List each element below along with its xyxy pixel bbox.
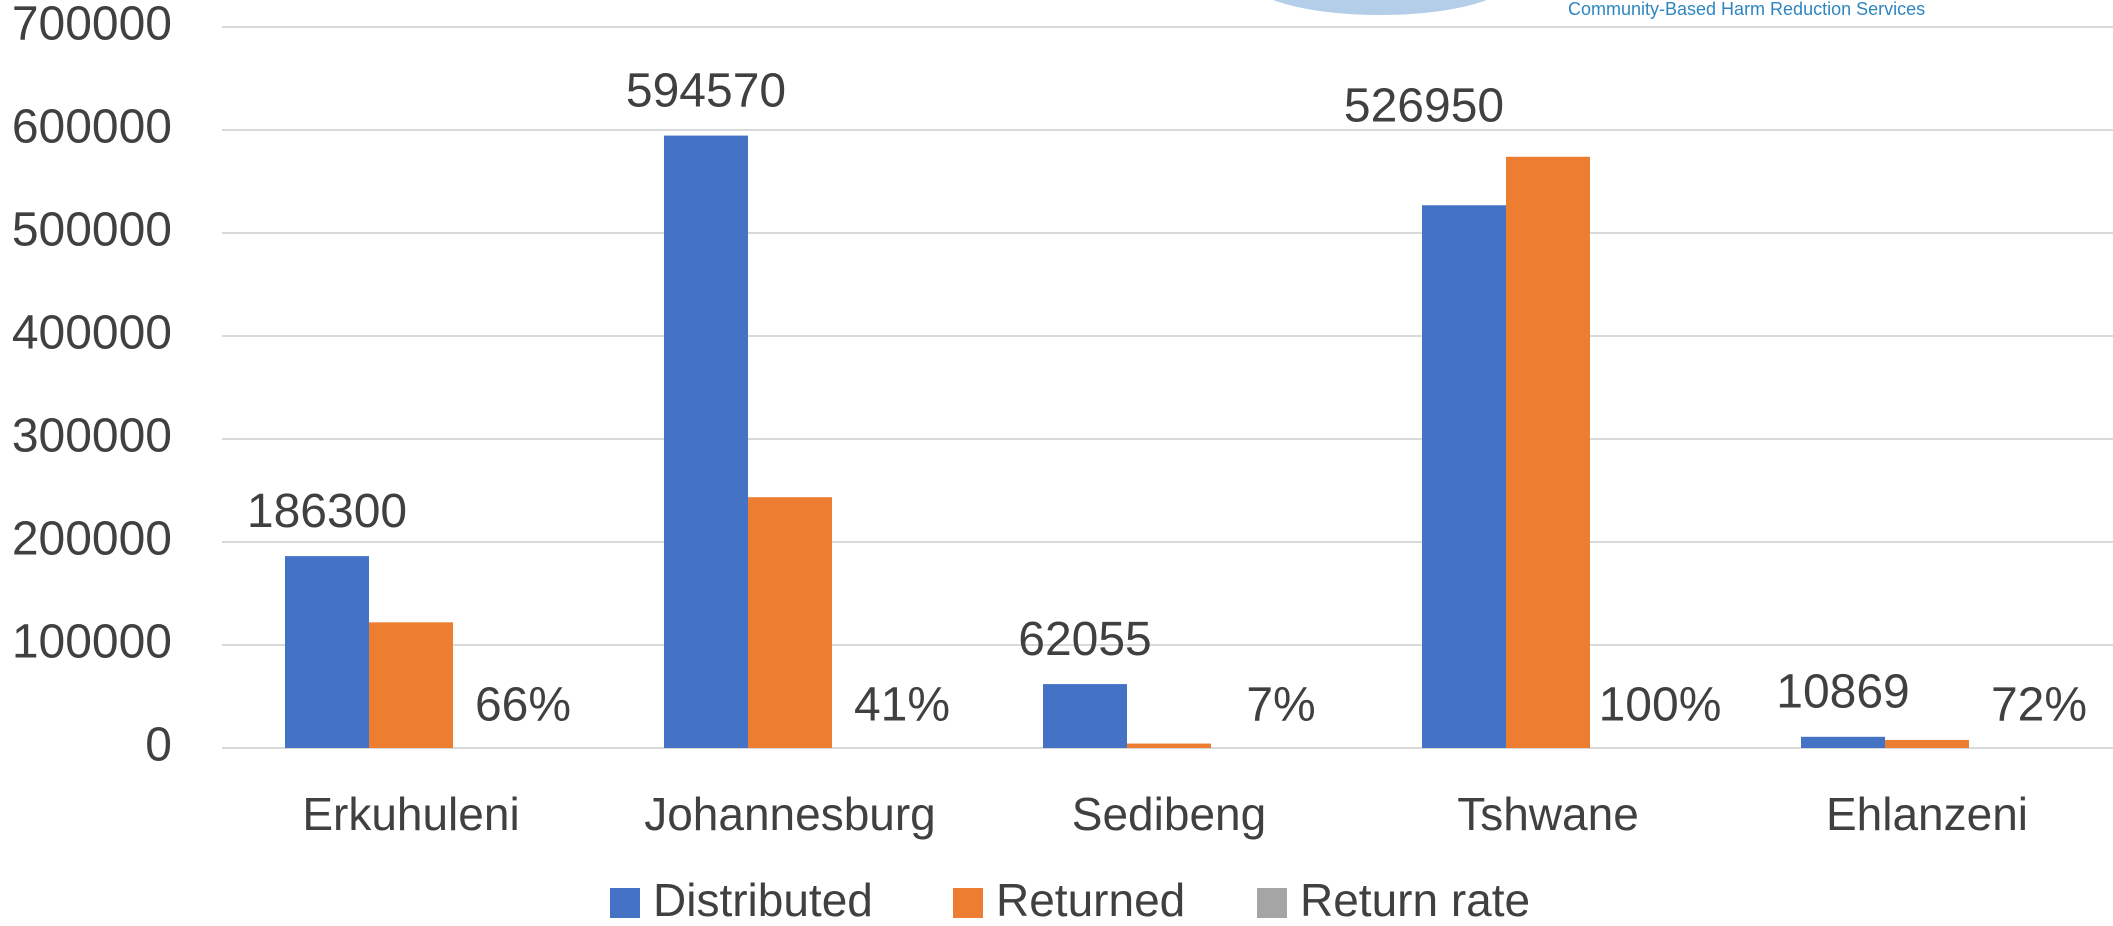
x-tick-label: Tshwane: [1457, 788, 1639, 840]
bar: [1506, 156, 1590, 748]
y-tick-label: 200000: [12, 513, 172, 566]
x-tick-label: Johannesburg: [644, 788, 936, 840]
logo-shape: [1273, 0, 1487, 15]
data-label: 62055: [1018, 613, 1151, 666]
data-label: 72%: [1991, 679, 2087, 732]
bar: [1422, 205, 1506, 748]
bar: [748, 497, 832, 748]
y-tick-label: 400000: [12, 307, 172, 360]
data-label: 7%: [1246, 679, 1315, 732]
data-label: 100%: [1599, 679, 1722, 732]
legend-label: Return rate: [1300, 874, 1530, 926]
legend-swatch: [610, 888, 640, 918]
bar: [1043, 684, 1127, 748]
bar: [1127, 743, 1211, 748]
legend-label: Distributed: [653, 874, 873, 926]
y-tick-label: 0: [145, 719, 172, 772]
data-label: 41%: [854, 679, 950, 732]
legend-swatch: [953, 888, 983, 918]
bar: [664, 135, 748, 748]
data-label: 186300: [247, 485, 407, 538]
y-tick-label: 100000: [12, 616, 172, 669]
bar: [285, 556, 369, 748]
legend-swatch: [1257, 888, 1287, 918]
x-tick-label: Erkuhuleni: [302, 788, 519, 840]
data-label: 66%: [475, 679, 571, 732]
y-tick-label: 500000: [12, 204, 172, 257]
x-tick-label: Ehlanzeni: [1826, 788, 2028, 840]
legend-label: Returned: [996, 874, 1185, 926]
data-label: 594570: [626, 64, 786, 117]
y-tick-label: 600000: [12, 101, 172, 154]
x-tick-label: Sedibeng: [1072, 788, 1266, 840]
bar: [369, 622, 453, 748]
logo-text: Community-Based Harm Reduction Services: [1568, 0, 1925, 19]
bar: [1801, 736, 1885, 748]
y-tick-label: 700000: [12, 0, 172, 51]
data-label: 526950: [1344, 79, 1504, 132]
bar: [1885, 739, 1969, 748]
y-tick-label: 300000: [12, 410, 172, 463]
data-label: 10869: [1776, 665, 1909, 718]
